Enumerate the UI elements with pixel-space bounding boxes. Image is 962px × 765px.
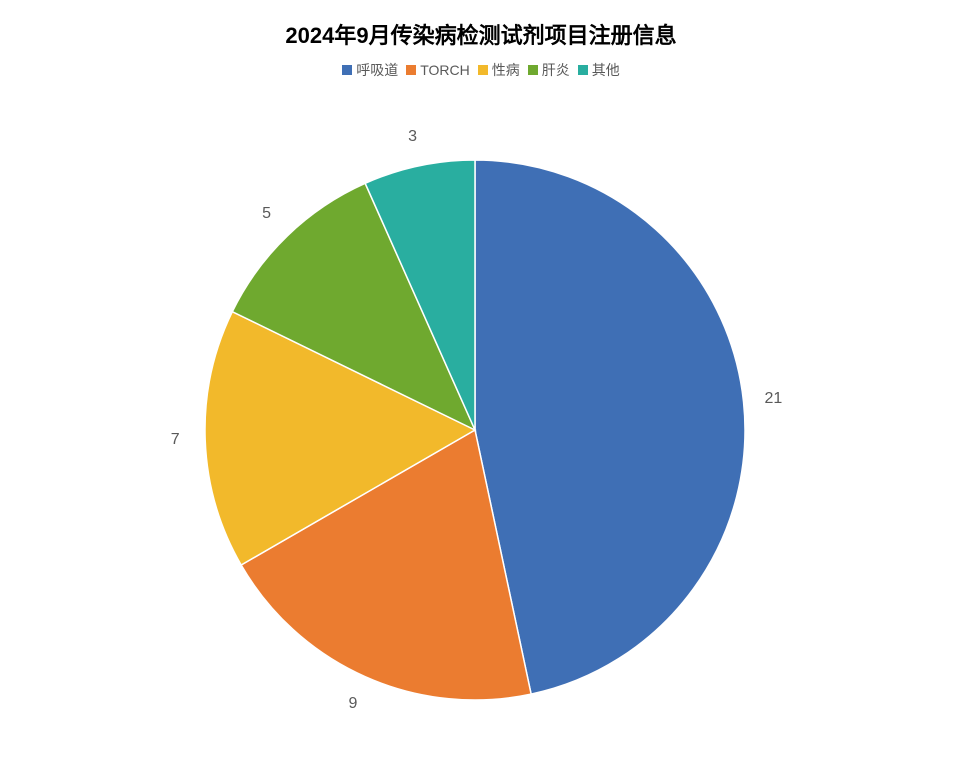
slice-label-4: 3 bbox=[408, 128, 417, 146]
slice-label-0: 21 bbox=[764, 390, 782, 408]
slice-label-3: 5 bbox=[262, 205, 271, 223]
pie-chart bbox=[0, 0, 962, 765]
slice-label-1: 9 bbox=[349, 695, 358, 713]
chart-container: 2024年9月传染病检测试剂项目注册信息 呼吸道 TORCH 性病 肝炎 其他 … bbox=[0, 0, 962, 765]
pie-slice-0 bbox=[475, 160, 745, 694]
slice-label-2: 7 bbox=[171, 431, 180, 449]
